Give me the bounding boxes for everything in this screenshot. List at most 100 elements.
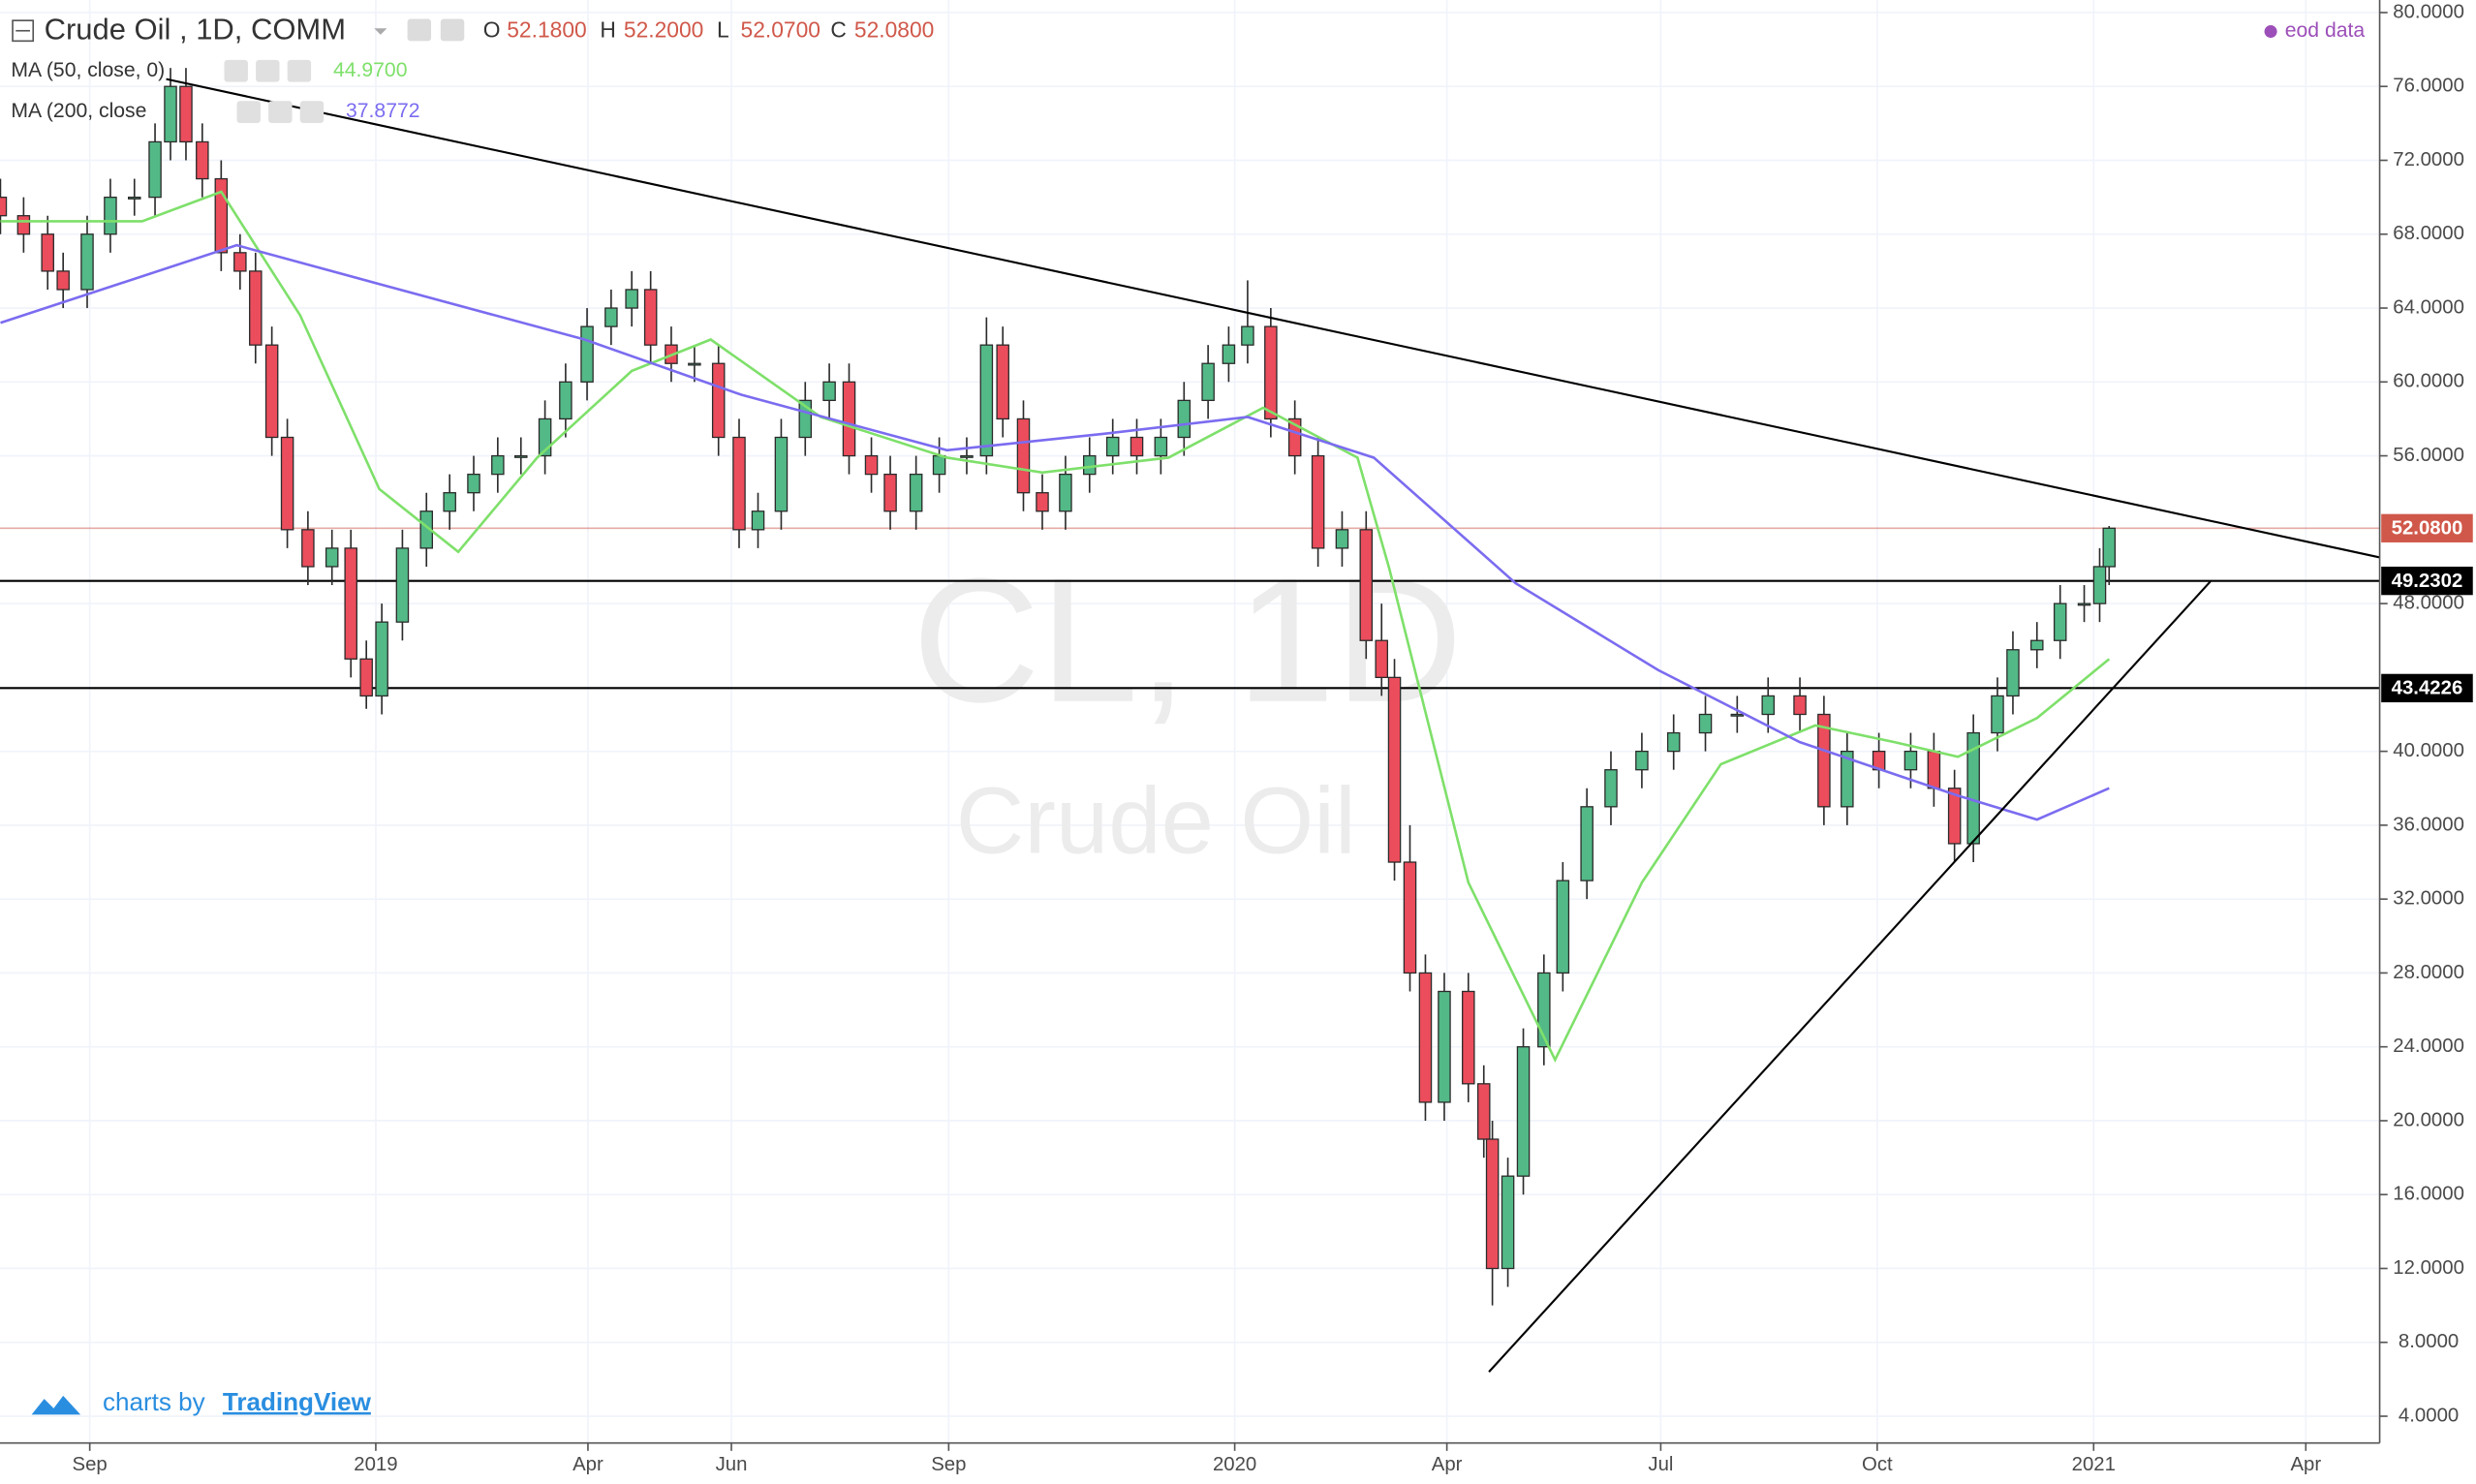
candle [751,492,765,548]
candle-body [467,473,480,494]
candle-body [1059,473,1072,512]
visibility-icon[interactable] [224,59,248,82]
ohlc-key: L [717,17,729,43]
candle-body [2030,639,2044,651]
candle-body [1556,880,1570,974]
candle [1105,418,1120,475]
candle [128,178,141,216]
x-tick-label: 2020 [1213,1454,1256,1475]
candle [1604,751,1618,825]
settings-icon[interactable] [440,18,465,42]
x-tick-label: Jul [1648,1454,1673,1475]
candle [1016,400,1031,511]
candle [1335,510,1349,567]
candle-body [979,344,994,457]
candle [1501,1158,1515,1287]
candle [883,455,897,530]
candle [1516,1028,1531,1195]
candle-body [344,547,357,660]
candle-body [1817,713,1831,808]
candle-body [732,436,746,531]
candle-body [1903,750,1918,771]
candle [491,437,505,493]
settings-icon[interactable] [268,101,293,123]
candle-body [56,270,70,291]
candle-body [1501,1175,1515,1270]
candle [467,455,480,511]
ohlc-value: 52.0700 [741,17,820,43]
candle-body [932,454,946,476]
candle-body [625,289,638,309]
candle [41,215,54,290]
branding-link[interactable]: TradingView [223,1387,372,1416]
candle-body [1036,492,1049,512]
candle-body [1083,454,1097,476]
candle [1059,455,1072,530]
time-axis-bg [0,1442,2380,1484]
ma-line [0,190,2111,1064]
candle-body [1438,990,1451,1103]
candle [359,640,373,709]
price-tag-label: 49.2302 [2392,571,2463,592]
candle-body [1841,750,1854,808]
candle-body [604,307,618,327]
data-source: eod data [2285,19,2366,42]
price-tag-label: 43.4226 [2392,678,2463,699]
candle-body [1635,750,1649,771]
candle-body [1761,695,1776,716]
candle-body [864,454,879,476]
candle-body [164,85,177,143]
candle-body [1966,731,1980,845]
candle-body [301,529,315,568]
candle-body [842,381,856,457]
ohlc-value: 52.0800 [854,17,934,43]
candle [80,215,94,309]
candle [1817,696,1831,825]
candle [196,123,209,198]
candle-body [325,547,339,568]
candle [249,252,263,364]
candle [1287,400,1302,475]
candle [1903,732,1918,788]
collapse-icon[interactable] [12,19,35,43]
candle [1403,824,1417,992]
candle-body [148,140,162,199]
candle [419,492,434,567]
visibility-icon[interactable] [407,18,432,42]
candle [822,363,836,419]
x-tick-label: 2019 [354,1454,397,1475]
candle-body [443,492,456,512]
candle [375,603,388,715]
source-dot [2264,25,2277,39]
price-tag [2381,513,2473,542]
candle [1418,954,1433,1121]
remove-icon[interactable] [287,59,312,82]
price-tag-label: 52.0800 [2392,518,2463,540]
grid [0,0,2380,1443]
dropdown-caret[interactable] [374,28,387,35]
candle [2092,547,2107,623]
candle-body [1580,806,1594,881]
candle [1177,382,1192,456]
candle [909,455,923,530]
settings-icon[interactable] [256,59,280,82]
candle [643,270,658,364]
candle [1462,973,1475,1102]
candle-body [1154,436,1168,457]
candle-body [1666,731,1681,753]
candle [104,178,117,253]
y-tick-label: 20.0000 [2393,1109,2464,1130]
candle [1666,714,1681,770]
remove-icon[interactable] [299,101,325,123]
y-tick-label: 48.0000 [2393,592,2464,613]
candle-body [1462,990,1475,1085]
candle-body [2102,527,2117,568]
visibility-icon[interactable] [236,101,261,123]
price-axis-bg [2379,0,2476,1484]
candle-body [1698,713,1713,734]
candle [1635,732,1649,788]
candle [2077,585,2091,623]
candle-body [1201,362,1215,402]
candle-body [1991,695,2004,734]
